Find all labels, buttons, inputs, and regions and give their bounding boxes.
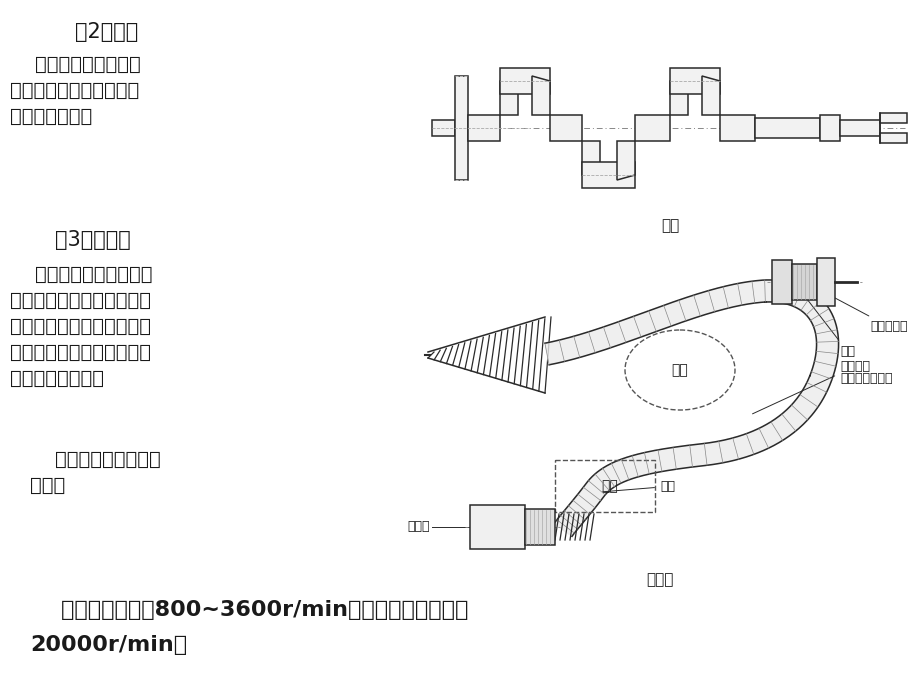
Bar: [816, 258, 834, 306]
Text: （3）挠性轴: （3）挠性轴: [55, 230, 130, 250]
Bar: [754, 118, 819, 138]
Text: 曲轴是内燃机、冲、: 曲轴是内燃机、冲、: [10, 55, 141, 74]
Text: （2）曲轴: （2）曲轴: [75, 22, 138, 42]
Text: 接头: 接头: [800, 292, 854, 358]
Text: 轮等。: 轮等。: [30, 476, 65, 495]
Text: 设备: 设备: [601, 479, 618, 493]
Bar: [455, 76, 468, 180]
Text: 被驱动装置: 被驱动装置: [822, 291, 906, 333]
Text: 动力源: 动力源: [407, 520, 429, 533]
Text: 20000r/min。: 20000r/min。: [30, 635, 187, 655]
Bar: [839, 120, 879, 136]
Text: 矩灵活地传到任何位置，可: 矩灵活地传到任何位置，可: [10, 317, 151, 336]
Text: 如：振捣器、手提砂: 如：振捣器、手提砂: [30, 450, 161, 469]
Text: 专用机械零件。: 专用机械零件。: [10, 107, 92, 126]
Text: 接头: 接头: [602, 480, 675, 493]
Bar: [720, 115, 754, 141]
Text: 钢丝软轴: 钢丝软轴: [752, 360, 869, 414]
Text: 设备: 设备: [671, 363, 687, 377]
Bar: [669, 68, 720, 94]
Bar: [470, 505, 525, 549]
Text: 制而成，可把旋转运动和转: 制而成，可把旋转运动和转: [10, 291, 151, 310]
Bar: [879, 113, 906, 123]
Polygon shape: [531, 76, 550, 115]
Bar: [771, 260, 791, 304]
Bar: [791, 264, 816, 300]
Bar: [879, 133, 906, 143]
Bar: [499, 68, 550, 94]
Bar: [554, 460, 654, 512]
Bar: [819, 115, 839, 141]
Text: 剪等机器设备中的轴，属: 剪等机器设备中的轴，属: [10, 81, 139, 100]
Polygon shape: [582, 141, 599, 180]
Bar: [634, 115, 669, 141]
Bar: [550, 115, 582, 141]
Text: 挠性轴: 挠性轴: [646, 572, 673, 587]
Polygon shape: [544, 280, 837, 536]
Bar: [432, 120, 455, 136]
Text: 曲轴: 曲轴: [660, 218, 678, 233]
Polygon shape: [617, 141, 634, 180]
Polygon shape: [701, 76, 720, 115]
Text: 用于连续振动场合，狭窄通: 用于连续振动场合，狭窄通: [10, 343, 151, 362]
Bar: [582, 162, 634, 188]
Text: 一般使用转速为800~3600r/min，小尺寸挠性轴可达: 一般使用转速为800~3600r/min，小尺寸挠性轴可达: [30, 600, 468, 620]
Bar: [525, 509, 554, 545]
Text: 道，可缓和冲击。: 道，可缓和冲击。: [10, 368, 104, 388]
Polygon shape: [669, 76, 687, 115]
Polygon shape: [499, 76, 517, 115]
Bar: [468, 115, 499, 141]
Text: 挠性轴是由多层钢丝绕: 挠性轴是由多层钢丝绕: [10, 265, 153, 284]
Text: （外层为护套）: （外层为护套）: [839, 372, 891, 385]
